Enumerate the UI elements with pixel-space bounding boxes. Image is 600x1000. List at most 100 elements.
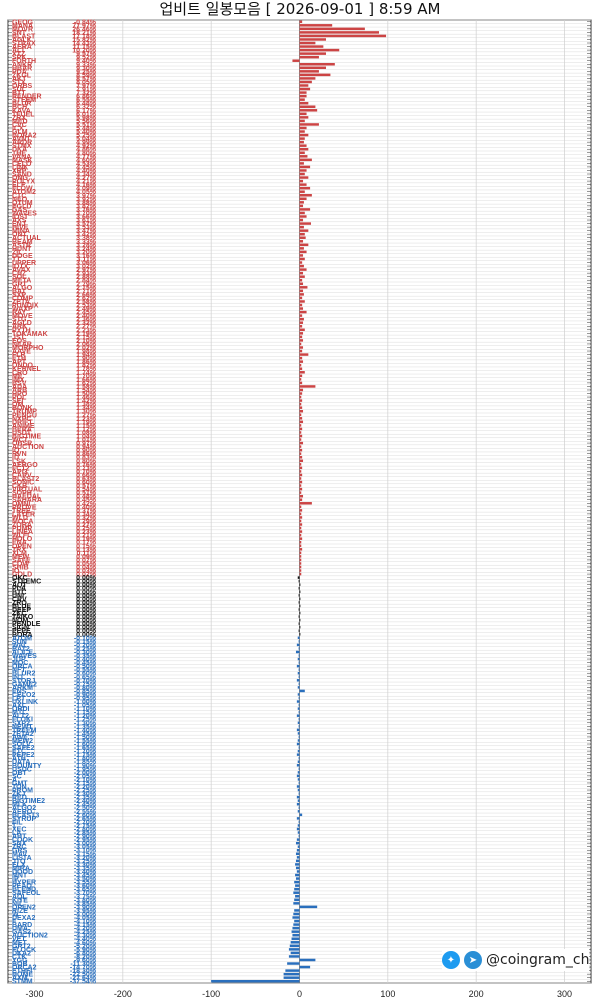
change-label: -1.45% bbox=[74, 731, 97, 738]
change-label: 0.73% bbox=[76, 465, 97, 472]
coin-label: DATA bbox=[12, 759, 30, 766]
coin-label: SOL bbox=[12, 274, 27, 281]
bar bbox=[299, 491, 302, 494]
change-label: 0.54% bbox=[76, 487, 97, 494]
coin-label: OPEN2 bbox=[12, 904, 36, 911]
coin-label: CKB bbox=[12, 483, 27, 490]
coin-label: SOPH bbox=[12, 490, 32, 497]
coin-label: ELX bbox=[12, 862, 26, 869]
coin-label: AERA bbox=[12, 44, 32, 51]
coin-label: COW bbox=[12, 561, 30, 568]
bar bbox=[299, 137, 305, 140]
coin-label: ALT2 bbox=[12, 713, 29, 720]
coin-label: ONDO bbox=[12, 363, 34, 370]
coin-label: UNI bbox=[12, 593, 24, 600]
bar bbox=[299, 87, 311, 91]
coin-label: ZIL bbox=[12, 249, 23, 256]
change-label: 9.40% bbox=[76, 58, 97, 65]
bar bbox=[299, 395, 302, 399]
change-label: 77.97% bbox=[72, 23, 97, 30]
change-label: 11.15% bbox=[73, 44, 97, 51]
change-label: -2.75% bbox=[74, 823, 97, 830]
change-label: 2.75% bbox=[76, 285, 97, 292]
change-label: 5.56% bbox=[76, 118, 97, 125]
bar bbox=[299, 420, 304, 424]
change-label: 3.33% bbox=[76, 239, 97, 246]
change-label: 3.06% bbox=[76, 260, 97, 267]
coin-label: ATOM bbox=[12, 635, 32, 642]
coin-label: LAYER bbox=[12, 511, 35, 518]
change-label: 1.54% bbox=[76, 387, 97, 394]
coin-label: NOM bbox=[12, 618, 29, 625]
coin-label: SAFEOL bbox=[12, 890, 41, 897]
x-tick-label: -300 bbox=[25, 989, 43, 999]
bar bbox=[299, 689, 305, 693]
bar bbox=[299, 275, 305, 278]
change-label: 4.40% bbox=[76, 168, 97, 175]
bar bbox=[299, 473, 303, 477]
coin-label: EOS bbox=[12, 338, 27, 345]
coin-label: GAS2 bbox=[12, 929, 31, 936]
credit-watermark: ✦ ➤ @coingram_ch bbox=[442, 949, 590, 971]
change-label: 3.76% bbox=[76, 207, 97, 214]
bar bbox=[297, 686, 300, 689]
bar bbox=[299, 247, 304, 250]
coin-label: AUCTION2 bbox=[12, 933, 48, 940]
change-label: 0.90% bbox=[76, 448, 97, 455]
coin-label: SAFE2 bbox=[12, 745, 35, 752]
coin-label: AAVE bbox=[12, 349, 31, 356]
coin-label: USDC bbox=[12, 766, 32, 773]
bar bbox=[299, 562, 302, 565]
change-label: -2.25% bbox=[74, 788, 97, 795]
bar bbox=[298, 615, 300, 618]
coin-label: ENA bbox=[12, 540, 27, 547]
coin-label: JTO bbox=[12, 858, 26, 865]
change-label: -3.00% bbox=[74, 841, 97, 848]
change-label: 2.10% bbox=[76, 338, 97, 345]
coin-label: ZETA bbox=[12, 299, 30, 306]
change-label: 0.13% bbox=[76, 547, 97, 554]
bar bbox=[299, 332, 304, 335]
change-label: -1.85% bbox=[74, 759, 97, 766]
bar bbox=[293, 891, 300, 894]
bar bbox=[298, 601, 300, 604]
coin-label: STRAX bbox=[12, 41, 36, 48]
coin-label: TREEM bbox=[12, 727, 37, 734]
bar bbox=[298, 735, 300, 739]
coin-label: ANKR bbox=[12, 62, 32, 69]
coin-label: ICX bbox=[12, 125, 24, 132]
bar bbox=[296, 856, 300, 859]
coin-label: ADA bbox=[12, 384, 27, 391]
change-label: 1.90% bbox=[76, 356, 97, 363]
coin-label: WAVES bbox=[12, 653, 37, 660]
coin-label: MET bbox=[12, 940, 28, 947]
change-label: 4.21% bbox=[76, 179, 97, 186]
bar bbox=[299, 371, 305, 374]
coin-label: ORBS bbox=[12, 83, 33, 90]
change-label: 6.86% bbox=[76, 94, 97, 101]
bar bbox=[299, 441, 304, 445]
coin-label: BLEND bbox=[12, 887, 36, 894]
change-label: -0.20% bbox=[74, 642, 97, 649]
change-label: 3.70% bbox=[76, 210, 97, 217]
bar bbox=[299, 257, 305, 261]
coin-label: ETH bbox=[12, 356, 26, 363]
coin-label: BAT2 bbox=[12, 646, 30, 653]
bar bbox=[296, 679, 300, 682]
bar bbox=[283, 976, 300, 979]
coin-label: BSV bbox=[12, 380, 27, 387]
change-label: 1.58% bbox=[76, 384, 97, 391]
coin-label: MEW bbox=[12, 554, 30, 561]
coin-label: FLOCK bbox=[12, 947, 36, 954]
coin-label: HBAR bbox=[12, 65, 32, 72]
bar bbox=[296, 802, 300, 806]
bar bbox=[298, 661, 300, 664]
bar bbox=[298, 640, 300, 643]
coin-label: SPK bbox=[12, 55, 26, 62]
change-label: -3.80% bbox=[74, 897, 97, 904]
change-label: 0.25% bbox=[76, 526, 97, 533]
coin-label: NEWT bbox=[12, 724, 33, 731]
change-label: 0.37% bbox=[76, 508, 97, 515]
coin-label: WCT bbox=[12, 437, 29, 444]
bar bbox=[295, 873, 300, 877]
